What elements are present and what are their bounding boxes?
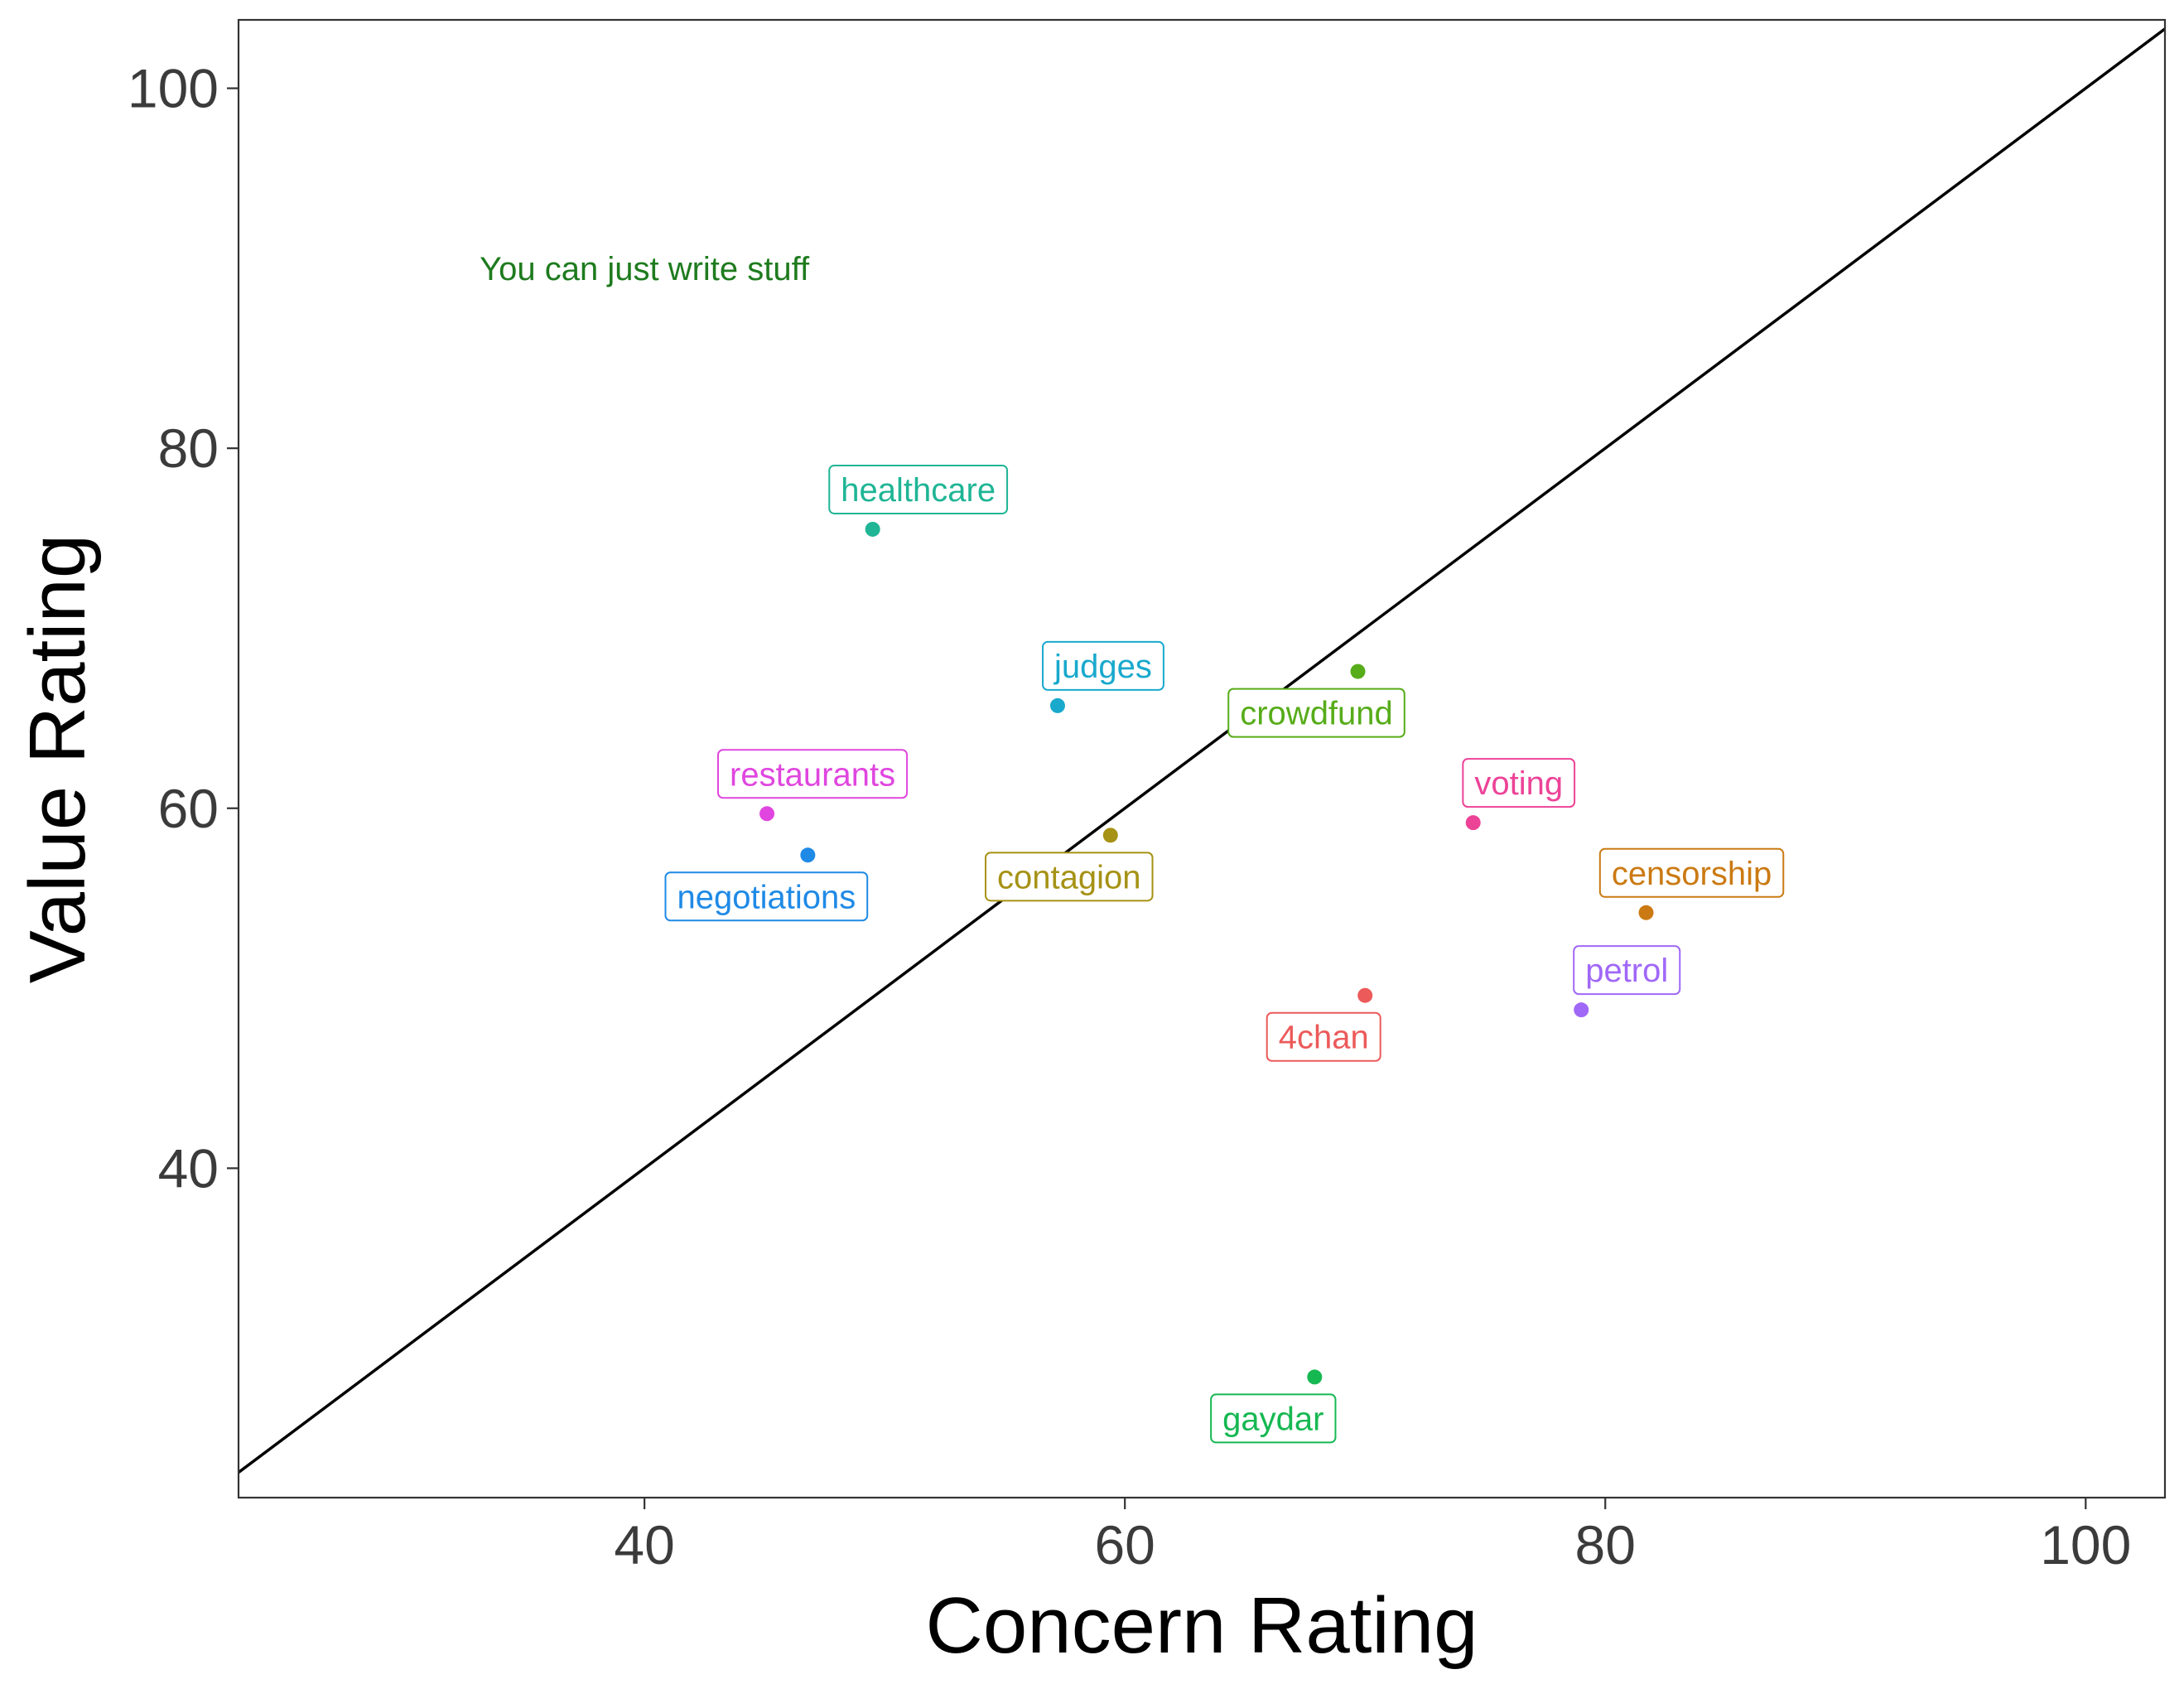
data-point-healthcare [865,521,880,537]
x-axis-title: Concern Rating [925,1581,1478,1670]
data-point-censorship [1638,905,1654,920]
point-label-healthcare: healthcare [828,464,1009,514]
point-label-box [1042,640,1164,691]
point-label-text: crowdfund [1240,696,1393,732]
data-point-petrol [1574,1002,1589,1018]
point-label-censorship: censorship [1598,847,1785,898]
y-tick-label: 80 [158,417,219,479]
point-label-judges: judges [1042,640,1164,691]
point-label-text: gaydar [1222,1401,1323,1437]
point-label-text: healthcare [841,472,996,509]
point-label-box [1227,688,1405,738]
point-label-text: voting [1474,765,1563,802]
annotation-text: You can just write stuff [480,251,810,287]
point-label-text: judges [1053,649,1152,685]
point-label-text: censorship [1612,856,1772,892]
point-label-gaydar: gaydar [1210,1393,1337,1444]
data-point-voting [1465,815,1481,831]
point-label-box [717,749,909,799]
point-label-crowdfund: crowdfund [1227,688,1405,738]
data-point-4chan [1357,987,1373,1003]
data-point-contagion [1102,828,1118,843]
y-tick-label: 60 [158,778,219,839]
point-label-box [985,852,1154,902]
point-label-text: petrol [1585,953,1668,989]
x-tick-label: 40 [614,1514,674,1575]
point-label-text: 4chan [1279,1020,1369,1056]
point-label-petrol: petrol [1573,945,1681,996]
point-label-box [1210,1393,1337,1444]
data-point-gaydar [1307,1369,1323,1385]
data-point-negotiations [800,847,816,863]
point-label-restaurants: restaurants [717,749,909,799]
point-label-box [1462,758,1576,808]
point-label-text: negotiations [677,879,856,915]
point-label-box [1573,945,1681,996]
x-tick-label: 100 [2040,1514,2131,1575]
point-label-box [1598,847,1785,898]
point-label-voting: voting [1462,758,1576,808]
point-label-box [828,464,1009,514]
point-label-text: restaurants [730,756,895,793]
point-label-contagion: contagion [985,852,1154,902]
x-tick-label: 80 [1575,1514,1636,1575]
y-axis-title: Value Rating [13,534,102,984]
data-point-restaurants [759,806,775,822]
data-point-judges [1049,697,1065,713]
point-label-box [664,871,869,922]
point-label-text: contagion [997,859,1140,895]
plot-border [237,18,2167,1499]
point-label-box [1266,1011,1381,1062]
data-point-crowdfund [1350,663,1366,679]
reference-line [239,27,2165,1474]
y-tick-label: 100 [128,58,219,119]
point-label-negotiations: negotiations [664,871,869,922]
x-tick-label: 60 [1094,1514,1155,1575]
y-tick-label: 40 [158,1137,219,1199]
point-label-4chan: 4chan [1266,1011,1381,1062]
